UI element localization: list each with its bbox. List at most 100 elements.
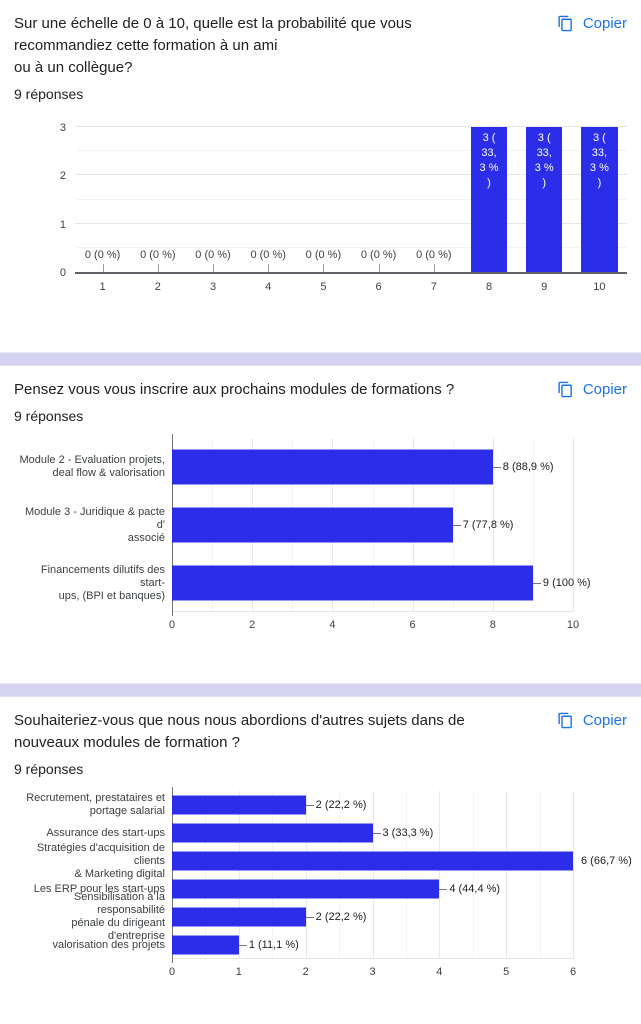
bar bbox=[172, 565, 533, 601]
bar-value-label: 1 (11,1 %) bbox=[248, 939, 299, 951]
y-axis-tick-label: 1 bbox=[59, 218, 66, 231]
x-axis: 1 2 3 4 5 6 7 8 9 10 bbox=[75, 274, 627, 293]
x-axis-tick-label: 6 bbox=[375, 281, 382, 293]
bar bbox=[172, 907, 306, 927]
x-axis-tick-label: 8 bbox=[489, 619, 496, 631]
card-header: Souhaiteriez-vous que nous nous abordion… bbox=[14, 697, 627, 778]
category-labels: Recrutement, prestataires et portage sal… bbox=[14, 791, 172, 959]
x-axis-tick-label: 6 bbox=[569, 966, 577, 978]
column-slot: 0 (0 %) bbox=[351, 127, 406, 272]
gridline bbox=[75, 126, 627, 127]
x-axis-tick-label: 1 bbox=[99, 281, 106, 293]
bar-value-label: 3 ( 33, 3 % ) bbox=[479, 132, 499, 189]
bar-value-label: 2 (22,2 %) bbox=[315, 911, 367, 923]
x-axis-tick-label: 2 bbox=[249, 619, 256, 631]
bar-row: 9 (100 %) bbox=[172, 554, 591, 612]
annotation-stem bbox=[157, 264, 159, 272]
responses-count: 9 réponses bbox=[14, 408, 84, 424]
question-card-other-topics: Souhaiteriez-vous que nous nous abordion… bbox=[0, 697, 641, 1024]
bar-row: 7 (77,8 %) bbox=[172, 496, 573, 554]
gridline bbox=[75, 198, 627, 200]
bar bbox=[172, 851, 573, 871]
annotation-stem bbox=[378, 264, 380, 272]
axis-baseline bbox=[172, 611, 573, 612]
gridline bbox=[539, 791, 541, 959]
plot-area: 8 (88,9 %) 7 (77,8 %) 9 (100 %) bbox=[172, 434, 591, 616]
value-leader-line bbox=[372, 833, 381, 834]
x-axis-tick-label: 8 bbox=[485, 281, 493, 293]
y-axis-tick-label: 2 bbox=[59, 170, 66, 183]
x-axis: 0 2 4 6 8 10 bbox=[168, 612, 579, 632]
bar-value-label: 3 (33,3 %) bbox=[382, 827, 434, 839]
gridline bbox=[205, 791, 207, 959]
zero-value-label: 0 (0 %) bbox=[416, 249, 452, 261]
y-axis-tick-label: 0 bbox=[59, 267, 66, 279]
value-leader-line bbox=[305, 917, 314, 918]
gridline bbox=[472, 791, 474, 959]
bar-row: 4 (44,4 %) bbox=[172, 875, 573, 903]
question-header-text: Pensez vous vous inscrire aux prochains … bbox=[14, 379, 454, 425]
bar bbox=[172, 823, 373, 843]
question-title: Souhaiteriez-vous que nous nous abordion… bbox=[14, 712, 465, 751]
gridline bbox=[532, 438, 534, 612]
chart-area: Recrutement, prestataires et portage sal… bbox=[14, 787, 632, 963]
bar-value-label: 7 (77,8 %) bbox=[462, 519, 514, 531]
value-leader-line bbox=[439, 889, 448, 890]
bar bbox=[172, 449, 493, 485]
category-label: Financements dilutifs des start- ups, (B… bbox=[40, 563, 165, 602]
x-axis-tick-label: 3 bbox=[369, 966, 376, 978]
x-axis-tick-label: 0 bbox=[168, 619, 176, 631]
question-card-next-modules: Pensez vous vous inscrire aux prochains … bbox=[0, 366, 641, 683]
bar-value-label: 8 (88,9 %) bbox=[502, 461, 554, 473]
copy-button-label: Copier bbox=[582, 15, 627, 32]
bar: 3 ( 33, 3 % ) bbox=[526, 127, 563, 272]
x-axis-tick-label: 6 bbox=[409, 619, 416, 631]
gridline bbox=[339, 791, 341, 959]
question-header-text: Souhaiteriez-vous que nous nous abordion… bbox=[14, 710, 465, 778]
annotation-stem bbox=[268, 264, 270, 272]
copy-icon bbox=[557, 381, 574, 398]
copy-button[interactable]: Copier bbox=[557, 379, 627, 398]
category-label: Les ERP pour les start-ups bbox=[33, 882, 165, 895]
x-axis-tick-label: 3 bbox=[209, 281, 217, 293]
y-axis-tick-label: 3 bbox=[59, 122, 66, 134]
bar-row: 1 (11,1 %) bbox=[172, 931, 573, 959]
bar: 3 ( 33, 3 % ) bbox=[470, 127, 508, 272]
copy-icon bbox=[557, 712, 574, 729]
card-header: Pensez vous vous inscrire aux prochains … bbox=[14, 366, 627, 425]
gridline bbox=[372, 791, 374, 959]
zero-value-label: 0 (0 %) bbox=[140, 249, 176, 261]
copy-button[interactable]: Copier bbox=[557, 710, 627, 729]
question-card-recommendation: Sur une échelle de 0 à 10, quelle est la… bbox=[0, 0, 641, 352]
question-title: Sur une échelle de 0 à 10, quelle est la… bbox=[14, 15, 412, 76]
column-slot: 0 (0 %) bbox=[75, 127, 130, 272]
copy-button-label: Copier bbox=[582, 381, 627, 398]
value-leader-line bbox=[305, 805, 314, 806]
annotation-stem bbox=[102, 264, 104, 272]
gridline bbox=[492, 438, 494, 612]
category-label: valorisation des projets bbox=[52, 938, 165, 951]
responses-count: 9 réponses bbox=[14, 761, 84, 777]
bar-row: 3 (33,3 %) bbox=[172, 819, 573, 847]
column-slot: 0 (0 %) bbox=[185, 127, 240, 272]
bar bbox=[172, 507, 453, 543]
zero-value-label: 0 (0 %) bbox=[84, 249, 121, 261]
column-slot: 3 ( 33, 3 % ) bbox=[517, 127, 572, 272]
value-leader-line bbox=[532, 583, 541, 584]
y-axis: 0 1 2 3 bbox=[14, 122, 75, 279]
x-axis-tick-label: 1 bbox=[235, 966, 242, 978]
bar-chart-next-modules: Module 2 - Evaluation projets, deal flow… bbox=[14, 434, 627, 632]
gridline bbox=[75, 246, 627, 248]
category-label: Recrutement, prestataires et portage sal… bbox=[26, 792, 165, 817]
gridline bbox=[405, 791, 407, 959]
x-axis-tick-label: 0 bbox=[168, 966, 176, 978]
bar-value-label: 4 (44,4 %) bbox=[449, 883, 501, 895]
card-header: Sur une échelle de 0 à 10, quelle est la… bbox=[14, 0, 627, 103]
category-label: Module 3 - Juridique & pacte d' associé bbox=[24, 505, 165, 544]
column-slot: 3 ( 33, 3 % ) bbox=[461, 127, 516, 272]
bar-row: 2 (22,2 %) bbox=[172, 791, 573, 819]
column-slot: 0 (0 %) bbox=[296, 127, 351, 272]
copy-button[interactable]: Copier bbox=[557, 13, 627, 32]
value-leader-line bbox=[492, 467, 501, 468]
